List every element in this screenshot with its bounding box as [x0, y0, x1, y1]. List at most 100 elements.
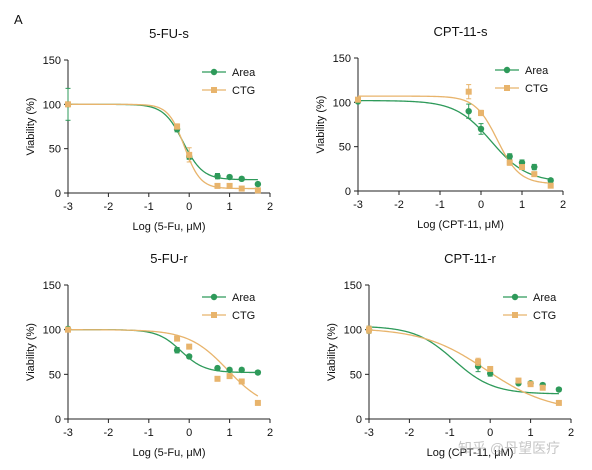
fit-curve-ctg [68, 329, 259, 397]
chart-panel-4: CPT-11-r 0 50 100 150 -3 -2 -1 0 1 2 Log (CPT-11, μ… [326, 251, 574, 459]
legend-marker [504, 85, 510, 91]
data-point-ctg [226, 373, 233, 380]
data-point-ctg [515, 377, 522, 384]
data-point-area [214, 172, 221, 180]
data-point-ctg [531, 171, 538, 178]
panel-letter: A [14, 12, 23, 27]
data-point-ctg [214, 182, 221, 189]
x-tick-label: 1 [528, 427, 534, 439]
data-point-area [173, 347, 181, 354]
x-tick-label: -3 [63, 427, 73, 439]
data-point-ctg [214, 375, 221, 382]
legend-label-ctg: CTG [232, 85, 255, 97]
fit-curve-area [68, 329, 258, 374]
x-tick-label: -2 [104, 201, 114, 213]
data-point-area [226, 173, 233, 181]
x-axis-label: Log (CPT-11, μM) [427, 447, 514, 459]
data-point-area [214, 364, 221, 372]
legend-marker [210, 293, 218, 301]
data-point-ctg [519, 164, 525, 171]
y-axis-label: Viability (%) [315, 96, 327, 154]
x-tick-label: 1 [519, 199, 525, 211]
data-point-ctg [465, 88, 472, 95]
x-tick-label: -1 [144, 201, 154, 213]
data-point-ctg [65, 326, 71, 333]
data-point-area [238, 366, 245, 374]
legend-marker [511, 293, 519, 301]
data-point-area [555, 386, 563, 393]
chart-title: 5-FU-s [149, 26, 189, 41]
data-point-ctg [186, 151, 193, 158]
data-point-area [226, 366, 233, 374]
x-tick-label: 2 [568, 427, 574, 439]
x-axis-label: Log (5-Fu, μM) [133, 447, 206, 459]
x-tick-label: 0 [186, 201, 192, 213]
x-tick-label: 0 [478, 199, 484, 211]
chart-title: CPT-11-s [434, 24, 488, 39]
x-tick-label: -1 [435, 199, 445, 211]
data-point-area [531, 163, 538, 171]
data-point-ctg [527, 381, 534, 388]
y-axis-label: Viability (%) [25, 98, 37, 156]
data-point-ctg [555, 399, 562, 406]
legend-marker [503, 66, 511, 74]
data-point-ctg [254, 399, 261, 406]
legend-label-ctg: CTG [533, 310, 556, 322]
x-tick-label: 1 [227, 427, 233, 439]
x-tick-label: 2 [267, 201, 273, 213]
legend-label-area: Area [232, 292, 256, 304]
data-point-ctg [254, 187, 261, 194]
data-point-area [506, 153, 513, 160]
legend-label-ctg: CTG [525, 83, 548, 95]
data-point-ctg [539, 384, 546, 391]
data-point-ctg [478, 109, 484, 116]
legend-marker [210, 68, 218, 76]
data-point-ctg [547, 182, 554, 189]
data-point-ctg [366, 326, 372, 333]
legend-label-area: Area [232, 67, 256, 79]
x-tick-label: 0 [487, 427, 493, 439]
x-axis-label: Log (CPT-11, μM) [417, 219, 504, 231]
fit-curve-area [358, 99, 551, 180]
y-tick-label: 0 [55, 414, 61, 426]
fit-curve-area [68, 103, 258, 181]
data-point-area [477, 125, 485, 133]
data-point-area [254, 180, 262, 188]
x-tick-label: 0 [186, 427, 192, 439]
y-tick-label: 50 [339, 142, 351, 154]
data-point-area [238, 175, 245, 183]
data-point-ctg [186, 343, 193, 350]
data-point-area [186, 353, 193, 360]
chart-title: CPT-11-r [444, 251, 496, 266]
fit-curve-ctg [368, 329, 560, 405]
y-tick-label: 0 [345, 186, 351, 198]
x-tick-label: -3 [364, 427, 374, 439]
y-tick-label: 100 [344, 325, 362, 337]
y-tick-label: 50 [49, 144, 61, 156]
data-point-area [465, 108, 472, 115]
legend-label-area: Area [533, 292, 557, 304]
x-tick-label: -2 [104, 427, 114, 439]
data-point-ctg [355, 96, 361, 103]
y-tick-label: 150 [344, 280, 362, 292]
legend-marker [512, 312, 518, 318]
watermark-text: 知乎 @丹望医疗 [458, 440, 561, 456]
data-point-area [547, 177, 554, 184]
y-tick-label: 150 [333, 53, 351, 65]
data-point-ctg [226, 182, 233, 189]
x-tick-label: -3 [353, 199, 363, 211]
y-axis-label: Viability (%) [25, 323, 37, 381]
y-tick-label: 150 [43, 55, 61, 67]
x-tick-label: -2 [394, 199, 404, 211]
fit-curve-ctg [68, 103, 258, 190]
fit-curve-area [368, 326, 559, 395]
legend-label-ctg: CTG [232, 310, 255, 322]
chart-panel-3: 5-FU-r 0 50 100 150 -3 -2 -1 0 1 2 Log (5-Fu, μM) Vi… [25, 251, 273, 459]
x-tick-label: -2 [405, 427, 415, 439]
y-axis-label: Viability (%) [326, 323, 338, 381]
x-tick-label: -3 [63, 201, 73, 213]
data-point-ctg [174, 335, 181, 342]
y-tick-label: 100 [43, 325, 61, 337]
y-tick-label: 0 [55, 188, 61, 200]
